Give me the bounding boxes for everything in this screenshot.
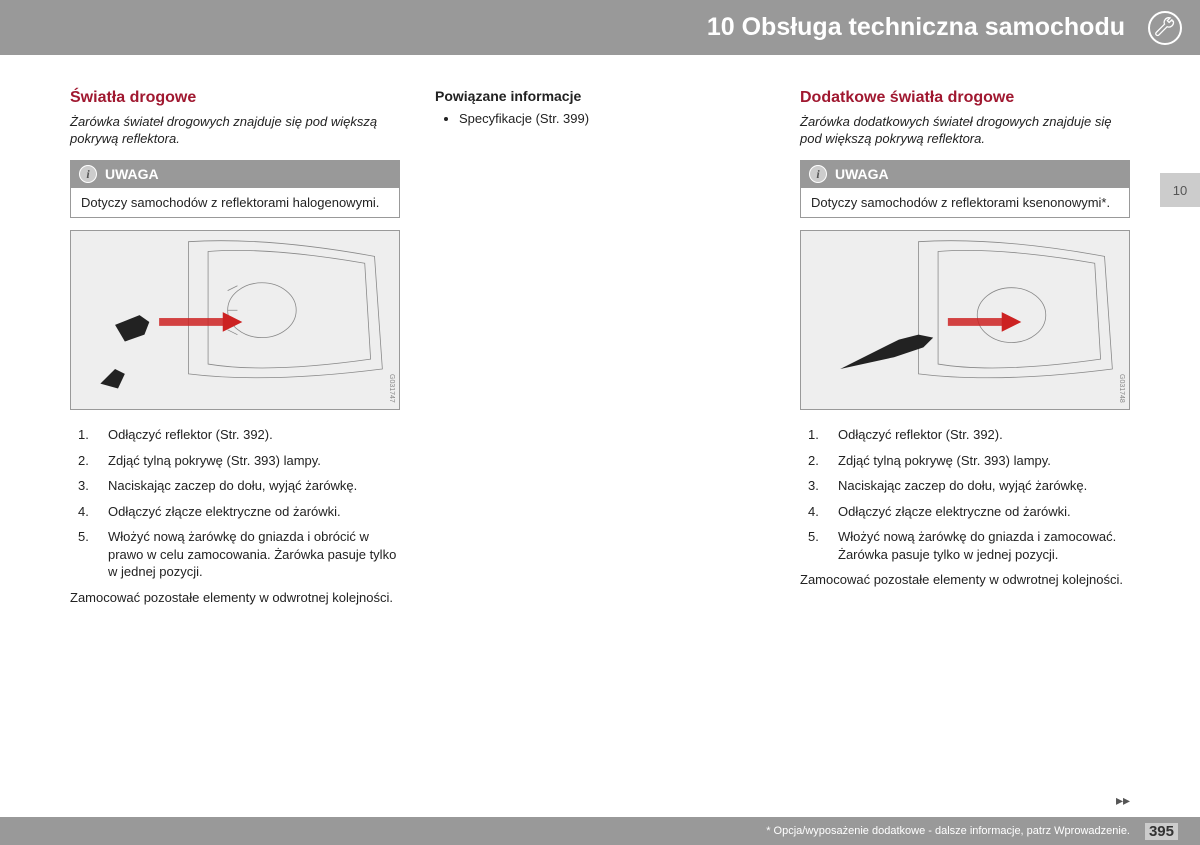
note-body: Dotyczy samochodów z reflektorami haloge… (71, 188, 399, 218)
page-footer: * Opcja/wyposażenie dodatkowe - dalsze i… (0, 817, 1200, 845)
info-icon: i (79, 165, 97, 183)
list-item: 2.Zdjąć tylną pokrywę (Str. 393) lampy. (808, 452, 1130, 470)
note-box: i UWAGA Dotyczy samochodów z reflektoram… (70, 160, 400, 218)
steps-list: 1.Odłączyć reflektor (Str. 392). 2.Zdjąć… (800, 426, 1130, 563)
section-subtitle: Żarówka świateł drogowych znajduje się p… (70, 113, 400, 148)
list-item: 1.Odłączyć reflektor (Str. 392). (808, 426, 1130, 444)
related-list: Specyfikacje (Str. 399) (435, 110, 765, 128)
list-item: 3.Naciskając zaczep do dołu, wyjąć żarów… (808, 477, 1130, 495)
page-number: 395 (1145, 823, 1178, 840)
diagram-id: G031748 (1117, 374, 1126, 403)
list-item: 5.Włożyć nową żarówkę do gniazda i zamoc… (808, 528, 1130, 563)
list-item: 4.Odłączyć złącze elektryczne od żarówki… (78, 503, 400, 521)
note-label: UWAGA (105, 165, 159, 184)
wrench-icon (1148, 11, 1182, 45)
list-item: 5.Włożyć nową żarówkę do gniazda i obróc… (78, 528, 400, 581)
final-text: Zamocować pozostałe elementy w odwrotnej… (70, 589, 400, 607)
list-item: 1.Odłączyć reflektor (Str. 392). (78, 426, 400, 444)
steps-list: 1.Odłączyć reflektor (Str. 392). 2.Zdjąć… (70, 426, 400, 581)
list-item: 3.Naciskając zaczep do dołu, wyjąć żarów… (78, 477, 400, 495)
section-title: Dodatkowe światła drogowe (800, 87, 1130, 109)
list-item: 4.Odłączyć złącze elektryczne od żarówki… (808, 503, 1130, 521)
list-item: 2.Zdjąć tylną pokrywę (Str. 393) lampy. (78, 452, 400, 470)
column-middle: Powiązane informacje Specyfikacje (Str. … (435, 87, 765, 607)
headlight-diagram: G031747 (70, 230, 400, 410)
page-header: 10 Obsługa techniczna samochodu (0, 0, 1200, 55)
continue-icon: ▸▸ (1116, 792, 1130, 809)
column-left: Światła drogowe Żarówka świateł drogowyc… (70, 87, 400, 607)
column-right: Dodatkowe światła drogowe Żarówka dodatk… (800, 87, 1130, 607)
section-subtitle: Żarówka dodatkowych świateł drogowych zn… (800, 113, 1130, 148)
footer-disclaimer: * Opcja/wyposażenie dodatkowe - dalsze i… (766, 825, 1130, 837)
list-item: Specyfikacje (Str. 399) (459, 110, 765, 128)
related-title: Powiązane informacje (435, 87, 765, 106)
note-header: i UWAGA (71, 161, 399, 188)
note-box: i UWAGA Dotyczy samochodów z reflektoram… (800, 160, 1130, 218)
diagram-id: G031747 (387, 374, 396, 403)
section-title: Światła drogowe (70, 87, 400, 109)
note-body: Dotyczy samochodów z reflektorami ksenon… (801, 188, 1129, 218)
final-text: Zamocować pozostałe elementy w odwrotnej… (800, 571, 1130, 589)
header-title: 10 Obsługa techniczna samochodu (707, 13, 1125, 42)
note-label: UWAGA (835, 165, 889, 184)
info-icon: i (809, 165, 827, 183)
note-header: i UWAGA (801, 161, 1129, 188)
content-area: Światła drogowe Żarówka świateł drogowyc… (0, 55, 1200, 607)
headlight-diagram: G031748 (800, 230, 1130, 410)
